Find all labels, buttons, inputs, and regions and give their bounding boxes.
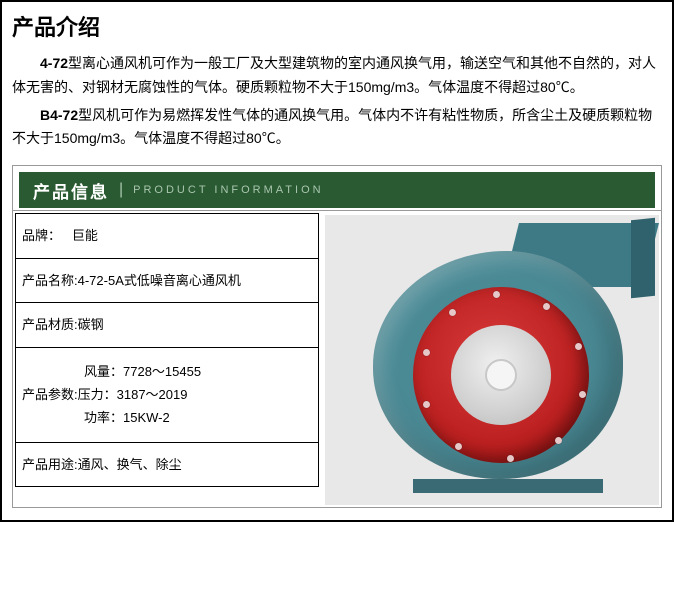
fan-outlet-flange [631,218,655,299]
airflow-label: 风量： [84,364,123,379]
name-cell: 产品名称:4-72-5A式低噪音离心通风机 [16,258,319,303]
spec-section: 品牌： 巨能 产品名称:4-72-5A式低噪音离心通风机 产品材质:碳钢 风量：… [12,211,662,508]
power-value: 15KW-2 [123,410,170,425]
para1-text: 型离心通风机可作为一般工厂及大型建筑物的室内通风换气用，输送空气和其他不自然的，… [12,55,656,95]
power-label: 功率： [84,410,123,425]
name-label: 产品名称: [22,273,78,288]
fan-base [413,479,603,493]
info-header-divider: | [119,181,123,199]
intro-title: 产品介绍 [12,10,662,42]
table-row: 产品材质:碳钢 [16,303,319,348]
brand-value: 巨能 [72,228,98,243]
info-header-zh: 产品信息 [33,178,109,203]
table-row: 产品用途:通风、换气、除尘 [16,442,319,487]
usage-value: 通风、换气、除尘 [78,457,182,472]
para2-model: B4-72 [40,107,78,123]
info-header-en: PRODUCT INFORMATION [133,184,323,196]
spec-table: 品牌： 巨能 产品名称:4-72-5A式低噪音离心通风机 产品材质:碳钢 风量：… [15,213,319,487]
table-row: 产品名称:4-72-5A式低噪音离心通风机 [16,258,319,303]
params-cell: 风量：7728～15455 产品参数:压力：3187～2019 功率：15KW-… [16,347,319,442]
info-header-container: 产品信息 | PRODUCT INFORMATION [12,165,662,211]
material-cell: 产品材质:碳钢 [16,303,319,348]
product-card: 产品介绍 4-72型离心通风机可作为一般工厂及大型建筑物的室内通风换气用，输送空… [0,0,674,522]
airflow-value: 7728～15455 [123,364,201,379]
table-row: 品牌： 巨能 [16,214,319,259]
usage-cell: 产品用途:通风、换气、除尘 [16,442,319,487]
table-row: 风量：7728～15455 产品参数:压力：3187～2019 功率：15KW-… [16,347,319,442]
intro-paragraph-2: B4-72型风机可作为易燃挥发性气体的通风换气用。气体内不许有粘性物质，所含尘土… [12,104,662,152]
brand-label: 品牌： [22,228,61,243]
pressure-label: 压力： [78,387,117,402]
material-label: 产品材质: [22,317,78,332]
para2-text: 型风机可作为易燃挥发性气体的通风换气用。气体内不许有粘性物质，所含尘土及硬质颗粒… [12,107,652,147]
para1-model: 4-72 [40,55,68,71]
usage-label: 产品用途: [22,457,78,472]
intro-paragraph-1: 4-72型离心通风机可作为一般工厂及大型建筑物的室内通风换气用，输送空气和其他不… [12,52,662,100]
material-value: 碳钢 [78,317,104,332]
brand-cell: 品牌： 巨能 [16,214,319,259]
product-image [325,215,659,505]
info-header: 产品信息 | PRODUCT INFORMATION [19,172,655,208]
pressure-value: 3187～2019 [117,387,188,402]
name-value: 4-72-5A式低噪音离心通风机 [78,273,241,288]
params-label: 产品参数: [22,387,78,402]
